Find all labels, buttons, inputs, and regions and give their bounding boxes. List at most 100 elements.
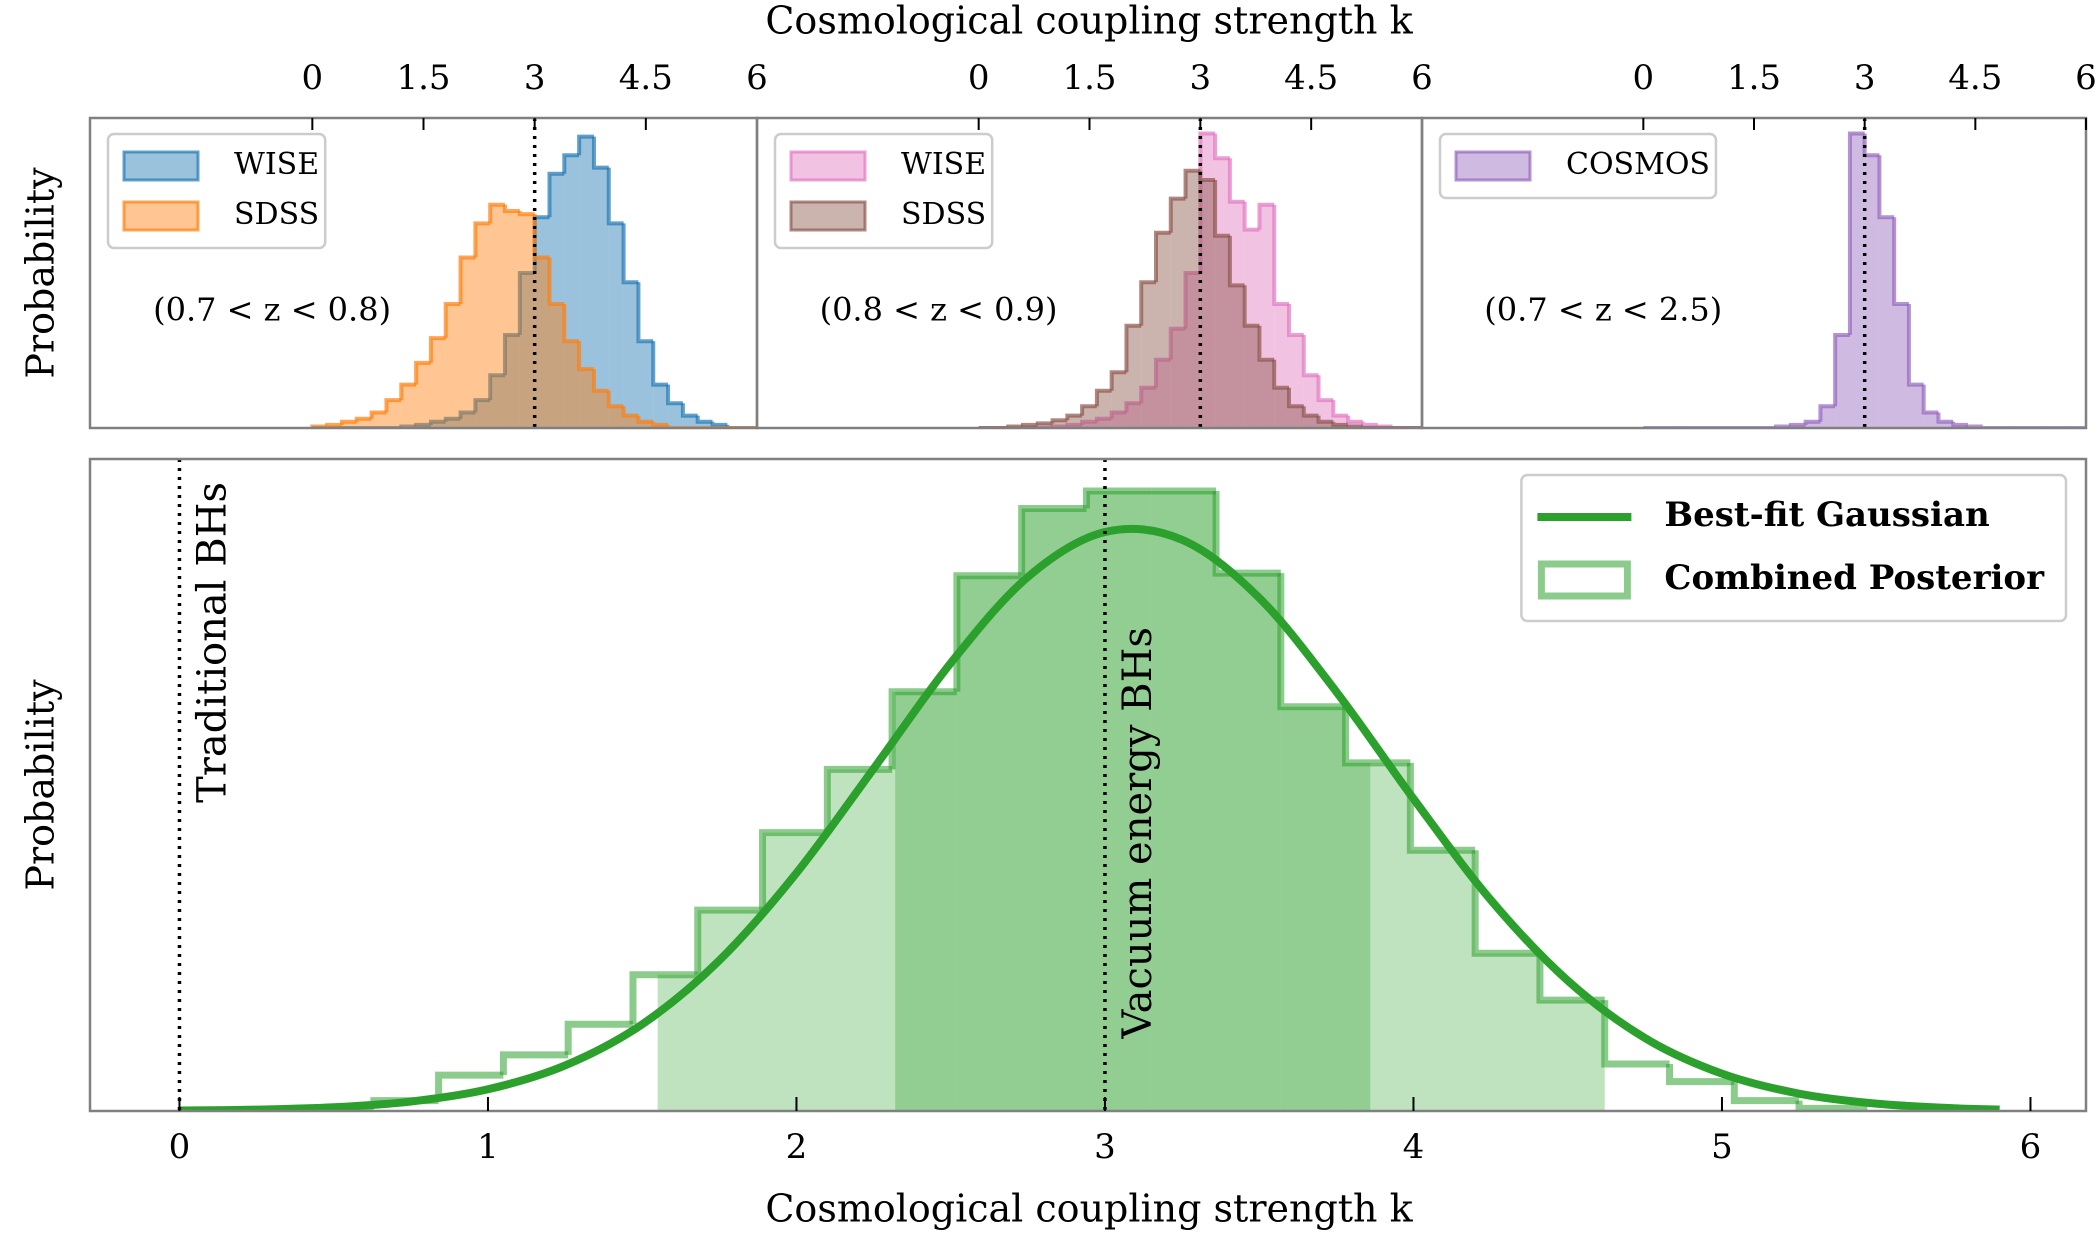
hist-outline bbox=[1877, 155, 1895, 220]
hist-outline bbox=[1833, 333, 1850, 407]
hist-outline bbox=[1892, 217, 1909, 306]
legend-swatch bbox=[122, 150, 200, 182]
x-tick-label: 6 bbox=[1411, 58, 1433, 98]
hist-bin bbox=[430, 421, 446, 428]
shaded-bin bbox=[1086, 490, 1152, 1111]
hist-outline bbox=[1936, 412, 1954, 424]
hist-bin bbox=[1259, 204, 1275, 428]
hist-bin bbox=[1067, 415, 1083, 428]
hist-outline bbox=[1094, 388, 1112, 407]
x-tick-label: 0 bbox=[968, 58, 990, 98]
hist-bin bbox=[416, 362, 431, 428]
x-tick-label: 6 bbox=[746, 58, 768, 98]
hist-outline bbox=[443, 302, 461, 339]
hist-outline bbox=[1050, 418, 1068, 424]
x-tick-label: 1 bbox=[477, 1127, 499, 1167]
hist-outline bbox=[1795, 1100, 1868, 1111]
hist-outline bbox=[1168, 326, 1186, 360]
hist-bin bbox=[534, 217, 550, 428]
y-axis-label: Probability bbox=[19, 167, 63, 379]
hist-bin bbox=[1849, 133, 1865, 428]
hist-bin bbox=[519, 214, 535, 428]
hist-bin bbox=[668, 403, 683, 428]
legend-box bbox=[1438, 132, 1718, 200]
hist-bin bbox=[593, 167, 609, 428]
hist-outline bbox=[1080, 404, 1097, 416]
hist-bin bbox=[638, 341, 654, 428]
hist-outline bbox=[1536, 953, 1605, 1004]
hist-bin bbox=[623, 415, 639, 428]
shaded-bin bbox=[1539, 1000, 1605, 1111]
hist-outline bbox=[488, 373, 506, 401]
hist-outline bbox=[1213, 180, 1230, 238]
hist-outline bbox=[1730, 1081, 1800, 1105]
legend: Best-fit Gaussian Combined Posterior bbox=[1520, 473, 2068, 623]
hist-bin bbox=[1908, 384, 1924, 428]
hist-outline bbox=[339, 419, 357, 425]
hist-outline bbox=[1906, 304, 1924, 387]
shaded-bin bbox=[1151, 490, 1217, 1111]
shaded-bin bbox=[1021, 508, 1087, 1111]
hist-bin bbox=[1156, 232, 1171, 428]
legend-label: WISE bbox=[234, 147, 319, 182]
hist-bin bbox=[1879, 217, 1895, 428]
hist-outline bbox=[1272, 204, 1289, 306]
hist-bin bbox=[341, 421, 357, 428]
hist-outline bbox=[666, 424, 683, 428]
hist-bin bbox=[1820, 406, 1836, 428]
x-tick-label: 4.5 bbox=[1284, 58, 1338, 98]
hist-outline bbox=[443, 416, 461, 422]
hist-outline bbox=[606, 390, 624, 409]
hist-outline bbox=[1183, 271, 1201, 329]
hist-outline bbox=[1257, 325, 1275, 362]
hist-outline bbox=[1109, 410, 1127, 419]
hist-bin bbox=[1318, 421, 1334, 428]
hist-bin bbox=[1111, 372, 1127, 428]
hist-outline bbox=[1183, 168, 1201, 199]
hist-bin bbox=[638, 421, 654, 428]
hist-outline bbox=[680, 403, 698, 418]
hist-outline bbox=[1331, 400, 1349, 418]
hist-bin bbox=[1082, 406, 1097, 428]
shaded-bin bbox=[1475, 953, 1540, 1111]
x-tick-label: 4.5 bbox=[1948, 58, 2002, 98]
hist-outline bbox=[1921, 384, 1939, 415]
hist-bin bbox=[534, 257, 550, 428]
hist-bin bbox=[1229, 201, 1245, 428]
hist-outline bbox=[1331, 421, 1349, 427]
hist-outline bbox=[591, 369, 609, 393]
plot-area bbox=[1643, 131, 2086, 428]
hist-outline bbox=[369, 410, 387, 419]
hist-outline bbox=[1124, 401, 1142, 413]
hist-bin bbox=[1805, 421, 1821, 428]
hist-outline bbox=[1360, 421, 1378, 427]
hist-bin bbox=[356, 418, 372, 428]
hist-outline bbox=[458, 410, 476, 419]
hist-outline bbox=[1065, 422, 1083, 427]
hist-outline bbox=[710, 421, 728, 427]
hist-outline bbox=[1227, 235, 1245, 288]
hist-bin bbox=[1185, 170, 1201, 428]
hist-bin bbox=[430, 338, 446, 428]
redshift-range: (0.7 < z < 2.5) bbox=[1484, 291, 1722, 329]
hist-bin bbox=[682, 415, 698, 428]
x-tick-label: 4.5 bbox=[619, 58, 673, 98]
hist-outline bbox=[1847, 131, 1865, 335]
hist-outline bbox=[435, 1071, 504, 1101]
legend-label: Combined Posterior bbox=[1664, 558, 2045, 598]
hist-bin bbox=[1894, 304, 1909, 428]
shaded-bin bbox=[956, 575, 1022, 1111]
hist-outline bbox=[1082, 487, 1152, 509]
hist-outline bbox=[473, 221, 491, 258]
hist-bin bbox=[386, 400, 402, 428]
hist-outline bbox=[1168, 196, 1186, 233]
legend-swatch bbox=[789, 150, 867, 182]
hist-outline bbox=[1287, 387, 1304, 409]
x-tick-label: 0 bbox=[1633, 58, 1655, 98]
hist-bin bbox=[608, 223, 624, 428]
shaded-bin bbox=[1280, 706, 1346, 1111]
hist-bin bbox=[1215, 235, 1230, 428]
shaded-bin bbox=[1345, 762, 1371, 1111]
legend-box bbox=[1520, 473, 2068, 623]
hist-bin bbox=[1096, 390, 1112, 428]
